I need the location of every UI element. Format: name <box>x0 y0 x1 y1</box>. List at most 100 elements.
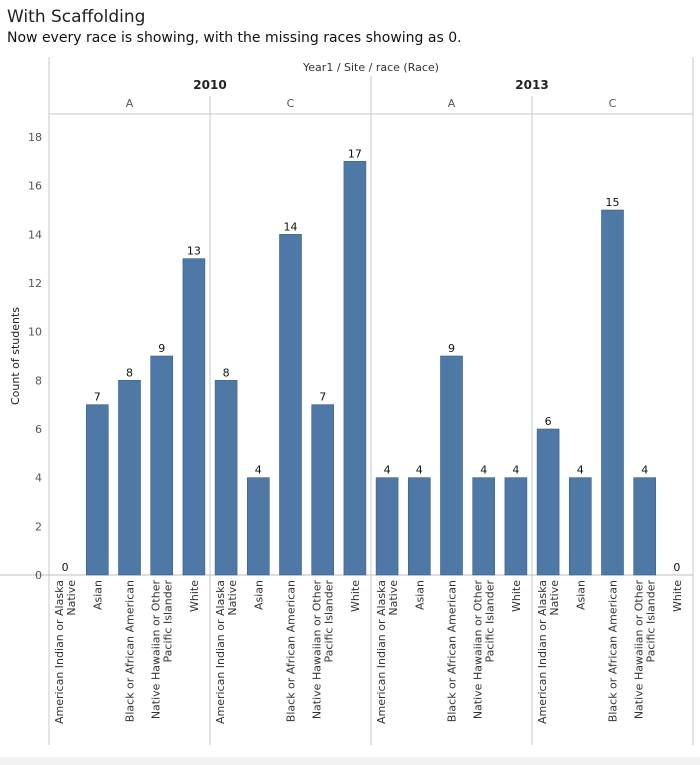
x-category-label-line: American Indian or Alaska <box>536 580 549 724</box>
x-category-label-line: White <box>188 580 201 612</box>
x-category-label: American Indian or AlaskaNative <box>53 580 78 724</box>
x-category-label-line: Pacific Islander <box>484 580 497 663</box>
footer-strip <box>0 757 700 765</box>
y-axis-title: Count of students <box>9 307 22 405</box>
x-category-label-line: Black or African American <box>446 580 459 722</box>
bar-value-label: 4 <box>512 464 519 477</box>
x-category-label-line: Native <box>65 580 78 616</box>
x-category-label-line: American Indian or Alaska <box>214 580 227 724</box>
x-category-label-line: Asian <box>252 580 265 610</box>
bar-value-label: 4 <box>577 464 584 477</box>
x-category-label: American Indian or AlaskaNative <box>375 580 400 724</box>
site-header-A: A <box>126 97 134 110</box>
x-category-label-line: Native Hawaiian or Other <box>150 580 163 720</box>
bar <box>150 355 173 576</box>
bar <box>440 355 463 576</box>
x-category-label-line: Black or African American <box>124 580 137 722</box>
bar <box>601 209 624 576</box>
bar-value-label: 4 <box>255 464 262 477</box>
x-category-label-line: Asian <box>574 580 587 610</box>
bar-value-label: 17 <box>348 147 362 160</box>
bar <box>86 404 109 576</box>
y-tick-label: 10 <box>28 326 42 339</box>
x-category-label: Native Hawaiian or OtherPacific Islander <box>150 580 175 720</box>
x-category-label: Black or African American <box>124 580 137 722</box>
bar <box>247 477 270 576</box>
bar-value-label: 14 <box>284 220 298 233</box>
bar-value-label: 15 <box>606 196 620 209</box>
x-category-label-line: Native <box>387 580 400 616</box>
x-category-label-line: Pacific Islander <box>162 580 175 663</box>
x-category-label: White <box>349 580 362 612</box>
x-category-label-line: Pacific Islander <box>323 580 336 663</box>
x-category-label-line: Native Hawaiian or Other <box>472 580 485 720</box>
x-category-label: Black or African American <box>446 580 459 722</box>
bar-value-label: 0 <box>62 561 69 574</box>
bar-value-label: 7 <box>94 391 101 404</box>
x-category-label: White <box>671 580 684 612</box>
x-category-label: Native Hawaiian or OtherPacific Islander <box>633 580 658 720</box>
bar-value-label: 9 <box>158 342 165 355</box>
bar <box>375 477 399 576</box>
bar-value-label: 4 <box>480 464 487 477</box>
y-tick-label: 6 <box>35 423 42 436</box>
x-category-label: Black or African American <box>285 580 298 722</box>
x-category-label: Asian <box>413 580 426 610</box>
x-category-label-line: White <box>671 580 684 612</box>
x-category-label: American Indian or AlaskaNative <box>214 580 239 724</box>
x-category-label-line: Black or African American <box>607 580 620 722</box>
bar-value-label: 4 <box>641 464 648 477</box>
x-category-label-line: Pacific Islander <box>645 580 658 663</box>
y-tick-label: 18 <box>28 131 42 144</box>
bar <box>407 477 431 576</box>
year-header-2010: 2010 <box>193 78 226 92</box>
bar <box>118 380 141 576</box>
bar <box>504 477 528 576</box>
x-category-label-line: White <box>510 580 523 612</box>
bar-value-label: 4 <box>416 464 423 477</box>
site-header-C: C <box>287 97 295 110</box>
bar-value-label: 4 <box>384 464 391 477</box>
bar <box>568 477 592 576</box>
bar <box>279 234 302 576</box>
site-header-A: A <box>448 97 456 110</box>
x-category-label-line: White <box>349 580 362 612</box>
x-category-label: White <box>510 580 523 612</box>
x-category-label: Native Hawaiian or OtherPacific Islander <box>472 580 497 720</box>
x-category-label-line: Asian <box>413 580 426 610</box>
x-category-label-line: American Indian or Alaska <box>375 580 388 724</box>
x-category-label: Asian <box>252 580 265 610</box>
chart-title: With Scaffolding <box>7 7 146 27</box>
x-category-label-line: American Indian or Alaska <box>53 580 66 724</box>
x-category-label: American Indian or AlaskaNative <box>536 580 561 724</box>
bar-value-label: 0 <box>673 561 680 574</box>
x-category-label-line: Native <box>226 580 239 616</box>
y-tick-label: 16 <box>28 180 42 193</box>
bar <box>633 477 657 576</box>
site-header-C: C <box>609 97 617 110</box>
bar-value-label: 8 <box>223 366 230 379</box>
bar-value-label: 6 <box>545 415 552 428</box>
x-category-label-line: Asian <box>91 580 104 610</box>
year-header-2013: 2013 <box>515 78 548 92</box>
bar-value-label: 7 <box>319 391 326 404</box>
y-tick-label: 8 <box>35 374 42 387</box>
bar <box>472 477 496 576</box>
y-tick-label: 12 <box>28 277 42 290</box>
x-category-label-line: Native Hawaiian or Other <box>311 580 324 720</box>
y-tick-label: 0 <box>35 569 42 582</box>
x-category-label: White <box>188 580 201 612</box>
bar-value-label: 8 <box>126 366 133 379</box>
y-tick-label: 4 <box>35 472 42 485</box>
bar <box>311 404 335 576</box>
bar-value-label: 13 <box>187 245 201 258</box>
bar <box>343 161 367 576</box>
chart-subtitle: Now every race is showing, with the miss… <box>7 30 462 46</box>
x-category-label-line: Native Hawaiian or Other <box>633 580 646 720</box>
header-field-label: Year1 / Site / race (Race) <box>302 61 439 74</box>
x-category-label: Native Hawaiian or OtherPacific Islander <box>311 580 336 720</box>
bar-value-label: 9 <box>448 342 455 355</box>
x-category-label: Asian <box>574 580 587 610</box>
x-category-label: Asian <box>91 580 104 610</box>
